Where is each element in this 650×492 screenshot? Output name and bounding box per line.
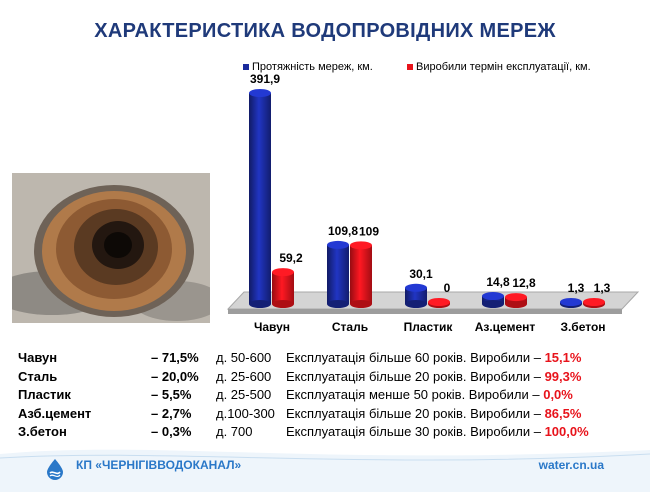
chart-legend: Протяжність мереж, км. Виробили термін ек… (243, 61, 591, 73)
bar-top (327, 240, 349, 249)
table-row: Азб.цемент – 2,7% д.100-300 Експлуатація… (18, 405, 638, 424)
x-tick-label: Аз.цемент (475, 320, 536, 334)
bar-worn-0 (272, 268, 294, 308)
row-diameter: д. 50-600 (216, 350, 272, 365)
bar-top (560, 298, 582, 306)
bar-length-2 (405, 283, 427, 308)
bar-length-4 (560, 298, 582, 308)
row-percent: – 0,3% (151, 424, 192, 439)
bar-top (249, 89, 271, 97)
bar-top (428, 298, 450, 306)
bar-length-1 (327, 240, 349, 308)
footer-wave (0, 449, 650, 492)
row-info-text: Експлуатація більше 20 років. Виробили – (286, 405, 545, 421)
water-drop-logo-icon (47, 459, 63, 480)
bar-top (272, 268, 294, 277)
bar-top (405, 283, 427, 292)
bar-bottom (350, 300, 372, 308)
row-info: Експлуатація більше 20 років. Виробили –… (286, 368, 581, 387)
data-label: 0 (444, 281, 451, 295)
data-label: 59,2 (279, 251, 303, 265)
row-material: Азб.цемент (18, 405, 92, 421)
bar-bottom (327, 300, 349, 308)
website-link[interactable]: water.cn.ua (538, 458, 604, 472)
legend-label: Протяжність мереж, км. (252, 61, 373, 73)
row-worn-percent: 0,0% (543, 387, 573, 402)
row-diameter: д.100-300 (216, 405, 275, 421)
table-row: Сталь – 20,0% д. 25-600 Експлуатація біл… (18, 368, 638, 387)
data-label: 109 (359, 224, 379, 238)
bar-top (505, 293, 527, 302)
row-info-text: Експлуатація більше 20 років. Виробили – (286, 368, 545, 384)
bar-bottom (405, 300, 427, 308)
bar-chart: Протяжність мереж, км. Виробили термін ек… (226, 61, 640, 334)
slide-title: ХАРАКТЕРИСТИКА ВОДОПРОВІДНИХ МЕРЕЖ (94, 20, 556, 42)
row-material: З.бетон (18, 424, 67, 439)
data-label: 1,3 (594, 281, 611, 295)
row-info-text: Експлуатація менше 50 років. Виробили – (286, 387, 544, 402)
row-worn-percent: 100,0% (544, 424, 589, 439)
table-row: З.бетон – 0,3% д. 700 Експлуатація більш… (18, 423, 638, 442)
bar-body (350, 245, 372, 304)
data-label: 1,3 (568, 281, 585, 295)
bar-worn-3 (505, 293, 527, 308)
row-info: Експлуатація більше 30 років. Виробили –… (286, 423, 589, 442)
row-worn-percent: 86,5% (544, 405, 582, 421)
row-material: Пластик (18, 387, 71, 402)
bar-worn-1 (350, 241, 372, 308)
data-label: 391,9 (250, 72, 280, 86)
table-row: Чавун – 71,5% д. 50-600 Експлуатація біл… (18, 349, 638, 368)
footer (0, 444, 650, 492)
legend-swatch (407, 64, 413, 70)
chart-floor-front (228, 309, 622, 314)
row-percent: – 71,5% (151, 350, 199, 365)
row-info-text: Експлуатація більше 30 років. Виробили – (286, 424, 545, 439)
pipe-photo (12, 173, 210, 323)
x-tick-label: Чавун (254, 320, 290, 334)
bar-top (350, 241, 372, 250)
company-name: КП «ЧЕРНІГІВВОДОКАНАЛ» (76, 458, 242, 472)
bar-body (249, 93, 271, 304)
x-tick-label: Сталь (332, 320, 368, 334)
chart-x-labels: Чавун Сталь Пластик Аз.цемент З.бетон (254, 320, 606, 334)
row-info: Експлуатація менше 50 років. Виробили – … (286, 386, 573, 405)
row-material: Сталь (18, 368, 58, 384)
data-label: 109,8 (328, 224, 358, 238)
row-info: Експлуатація більше 60 років. Виробили –… (286, 349, 581, 368)
data-label: 12,8 (512, 276, 536, 290)
row-info: Експлуатація більше 20 років. Виробили –… (286, 405, 581, 424)
bar-top (482, 292, 504, 301)
bar-bottom (272, 300, 294, 308)
row-percent: – 20,0% (151, 368, 199, 384)
x-tick-label: Пластик (404, 320, 454, 334)
bar-length-0 (249, 89, 271, 308)
row-diameter: д. 25-500 (216, 387, 272, 402)
materials-table: Чавун – 71,5% д. 50-600 Експлуатація біл… (18, 349, 638, 442)
row-diameter: д. 700 (216, 424, 253, 439)
row-material: Чавун (18, 350, 58, 365)
bar-top (583, 298, 605, 306)
bar-body (272, 272, 294, 304)
table-row: Пластик – 5,5% д. 25-500 Експлуатація ме… (18, 386, 638, 405)
data-label: 30,1 (409, 267, 433, 281)
bar-body (327, 244, 349, 304)
bar-worn-4 (583, 298, 605, 308)
legend-swatch (243, 64, 249, 70)
row-percent: – 2,7% (151, 405, 192, 421)
bar-bottom (505, 300, 527, 308)
data-label: 14,8 (486, 275, 510, 289)
bar-bottom (482, 300, 504, 308)
row-worn-percent: 15,1% (544, 350, 582, 365)
x-tick-label: З.бетон (560, 320, 605, 334)
row-percent: – 5,5% (151, 387, 192, 402)
legend-label: Виробили термін експлуатації, км. (416, 61, 591, 73)
row-info-text: Експлуатація більше 60 років. Виробили – (286, 350, 545, 365)
row-diameter: д. 25-600 (216, 368, 272, 384)
bar-worn-2 (428, 298, 450, 308)
bar-body (405, 287, 427, 304)
bar-length-3 (482, 292, 504, 308)
chart-bars: 391,9 59,2 109,8 109 30,1 0 14,8 12,8 1,3 1,3 (249, 72, 611, 308)
row-worn-percent: 99,3% (544, 368, 582, 384)
bar-bottom (249, 300, 271, 308)
